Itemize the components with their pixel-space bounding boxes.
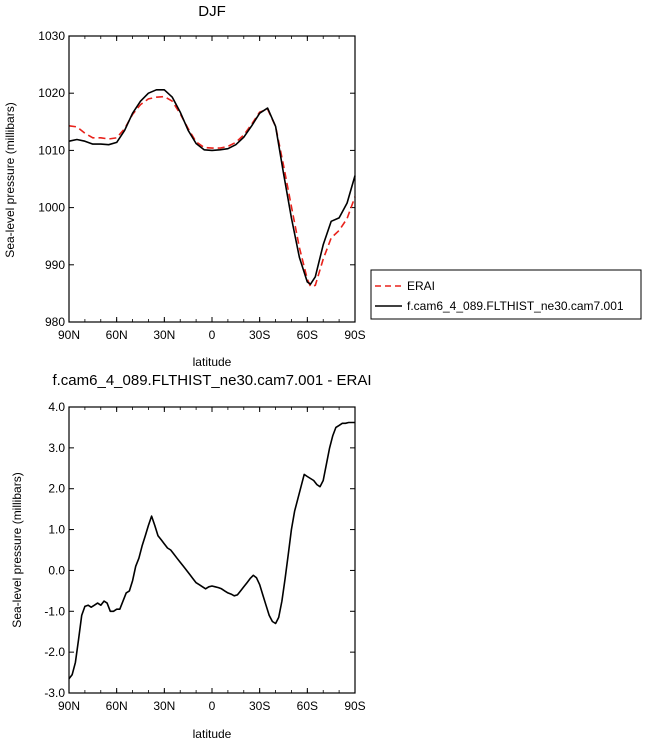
x-tick-label: 0 (209, 699, 216, 713)
chart-top-title: DJF (198, 3, 226, 20)
chart-top-xlabel: latitude (193, 355, 232, 369)
chart-top-ticks: 90N 60N 30N 0 30S 60S 90S 980 990 1000 1010 1020 103… (38, 29, 365, 342)
chart-bottom-frame (68, 406, 356, 694)
x-tick-label: 90N (58, 699, 80, 713)
y-tick-label: 980 (45, 315, 65, 329)
series-line-f-cam6-4-089-flthist-ne30-cam7-001 (68, 89, 356, 286)
y-tick-label: 1030 (38, 29, 65, 43)
chart-top-series (68, 89, 356, 288)
x-tick-label: 90N (58, 328, 80, 342)
x-tick-label: 30S (249, 699, 270, 713)
series-line-erai (68, 95, 356, 288)
x-tick-label: 30S (249, 328, 270, 342)
chart-bottom-title: f.cam6_4_089.FLTHIST_ne30.cam7.001 - ERA… (52, 372, 371, 389)
y-tick-label: 1.0 (48, 523, 65, 537)
y-tick-label: -2.0 (44, 645, 65, 659)
x-tick-label: 60S (297, 328, 318, 342)
y-tick-label: 1010 (38, 143, 65, 157)
y-tick-label: 4.0 (48, 400, 65, 414)
x-tick-label: 60S (297, 699, 318, 713)
y-tick-label: 1000 (38, 201, 65, 215)
y-tick-label: 1020 (38, 86, 65, 100)
x-tick-label: 60N (106, 699, 128, 713)
y-tick-label: -1.0 (44, 604, 65, 618)
chart-top-legend: ERAI f.cam6_4_089.FLTHIST_ne30.cam7.001 (370, 269, 642, 320)
x-tick-label: 0 (209, 328, 216, 342)
x-tick-label: 90S (344, 699, 365, 713)
x-tick-label: 30N (153, 699, 175, 713)
x-tick-label: 90S (344, 328, 365, 342)
chart-bottom-difference: f.cam6_4_089.FLTHIST_ne30.cam7.001 - ERA… (10, 372, 372, 741)
chart-bottom-xlabel: latitude (193, 727, 232, 741)
chart-top-frame (68, 35, 356, 323)
legend-box (370, 269, 642, 320)
x-tick-label: 30N (153, 328, 175, 342)
y-tick-label: 0.0 (48, 563, 65, 577)
chart-top-sea-level-pressure-djf: DJF Sea-level pressure (millibars) latit… (3, 3, 366, 369)
legend-label-model: f.cam6_4_089.FLTHIST_ne30.cam7.001 (407, 299, 624, 313)
chart-bottom-ylabel: Sea-level pressure (millibars) (10, 472, 24, 627)
legend-label-erai: ERAI (407, 279, 435, 293)
y-tick-label: 990 (45, 258, 65, 272)
chart-top-ylabel: Sea-level pressure (millibars) (3, 102, 17, 257)
y-tick-label: -3.0 (44, 686, 65, 700)
x-tick-label: 60N (106, 328, 128, 342)
series-line-difference (68, 421, 355, 680)
y-tick-label: 2.0 (48, 482, 65, 496)
chart-bottom-series (68, 421, 355, 680)
y-tick-label: 3.0 (48, 441, 65, 455)
chart-bottom-ticks: 90N 60N 30N 0 30S 60S 90S -3.0 -2.0 -1.0 0.0 1.0 2.0… (44, 400, 365, 713)
